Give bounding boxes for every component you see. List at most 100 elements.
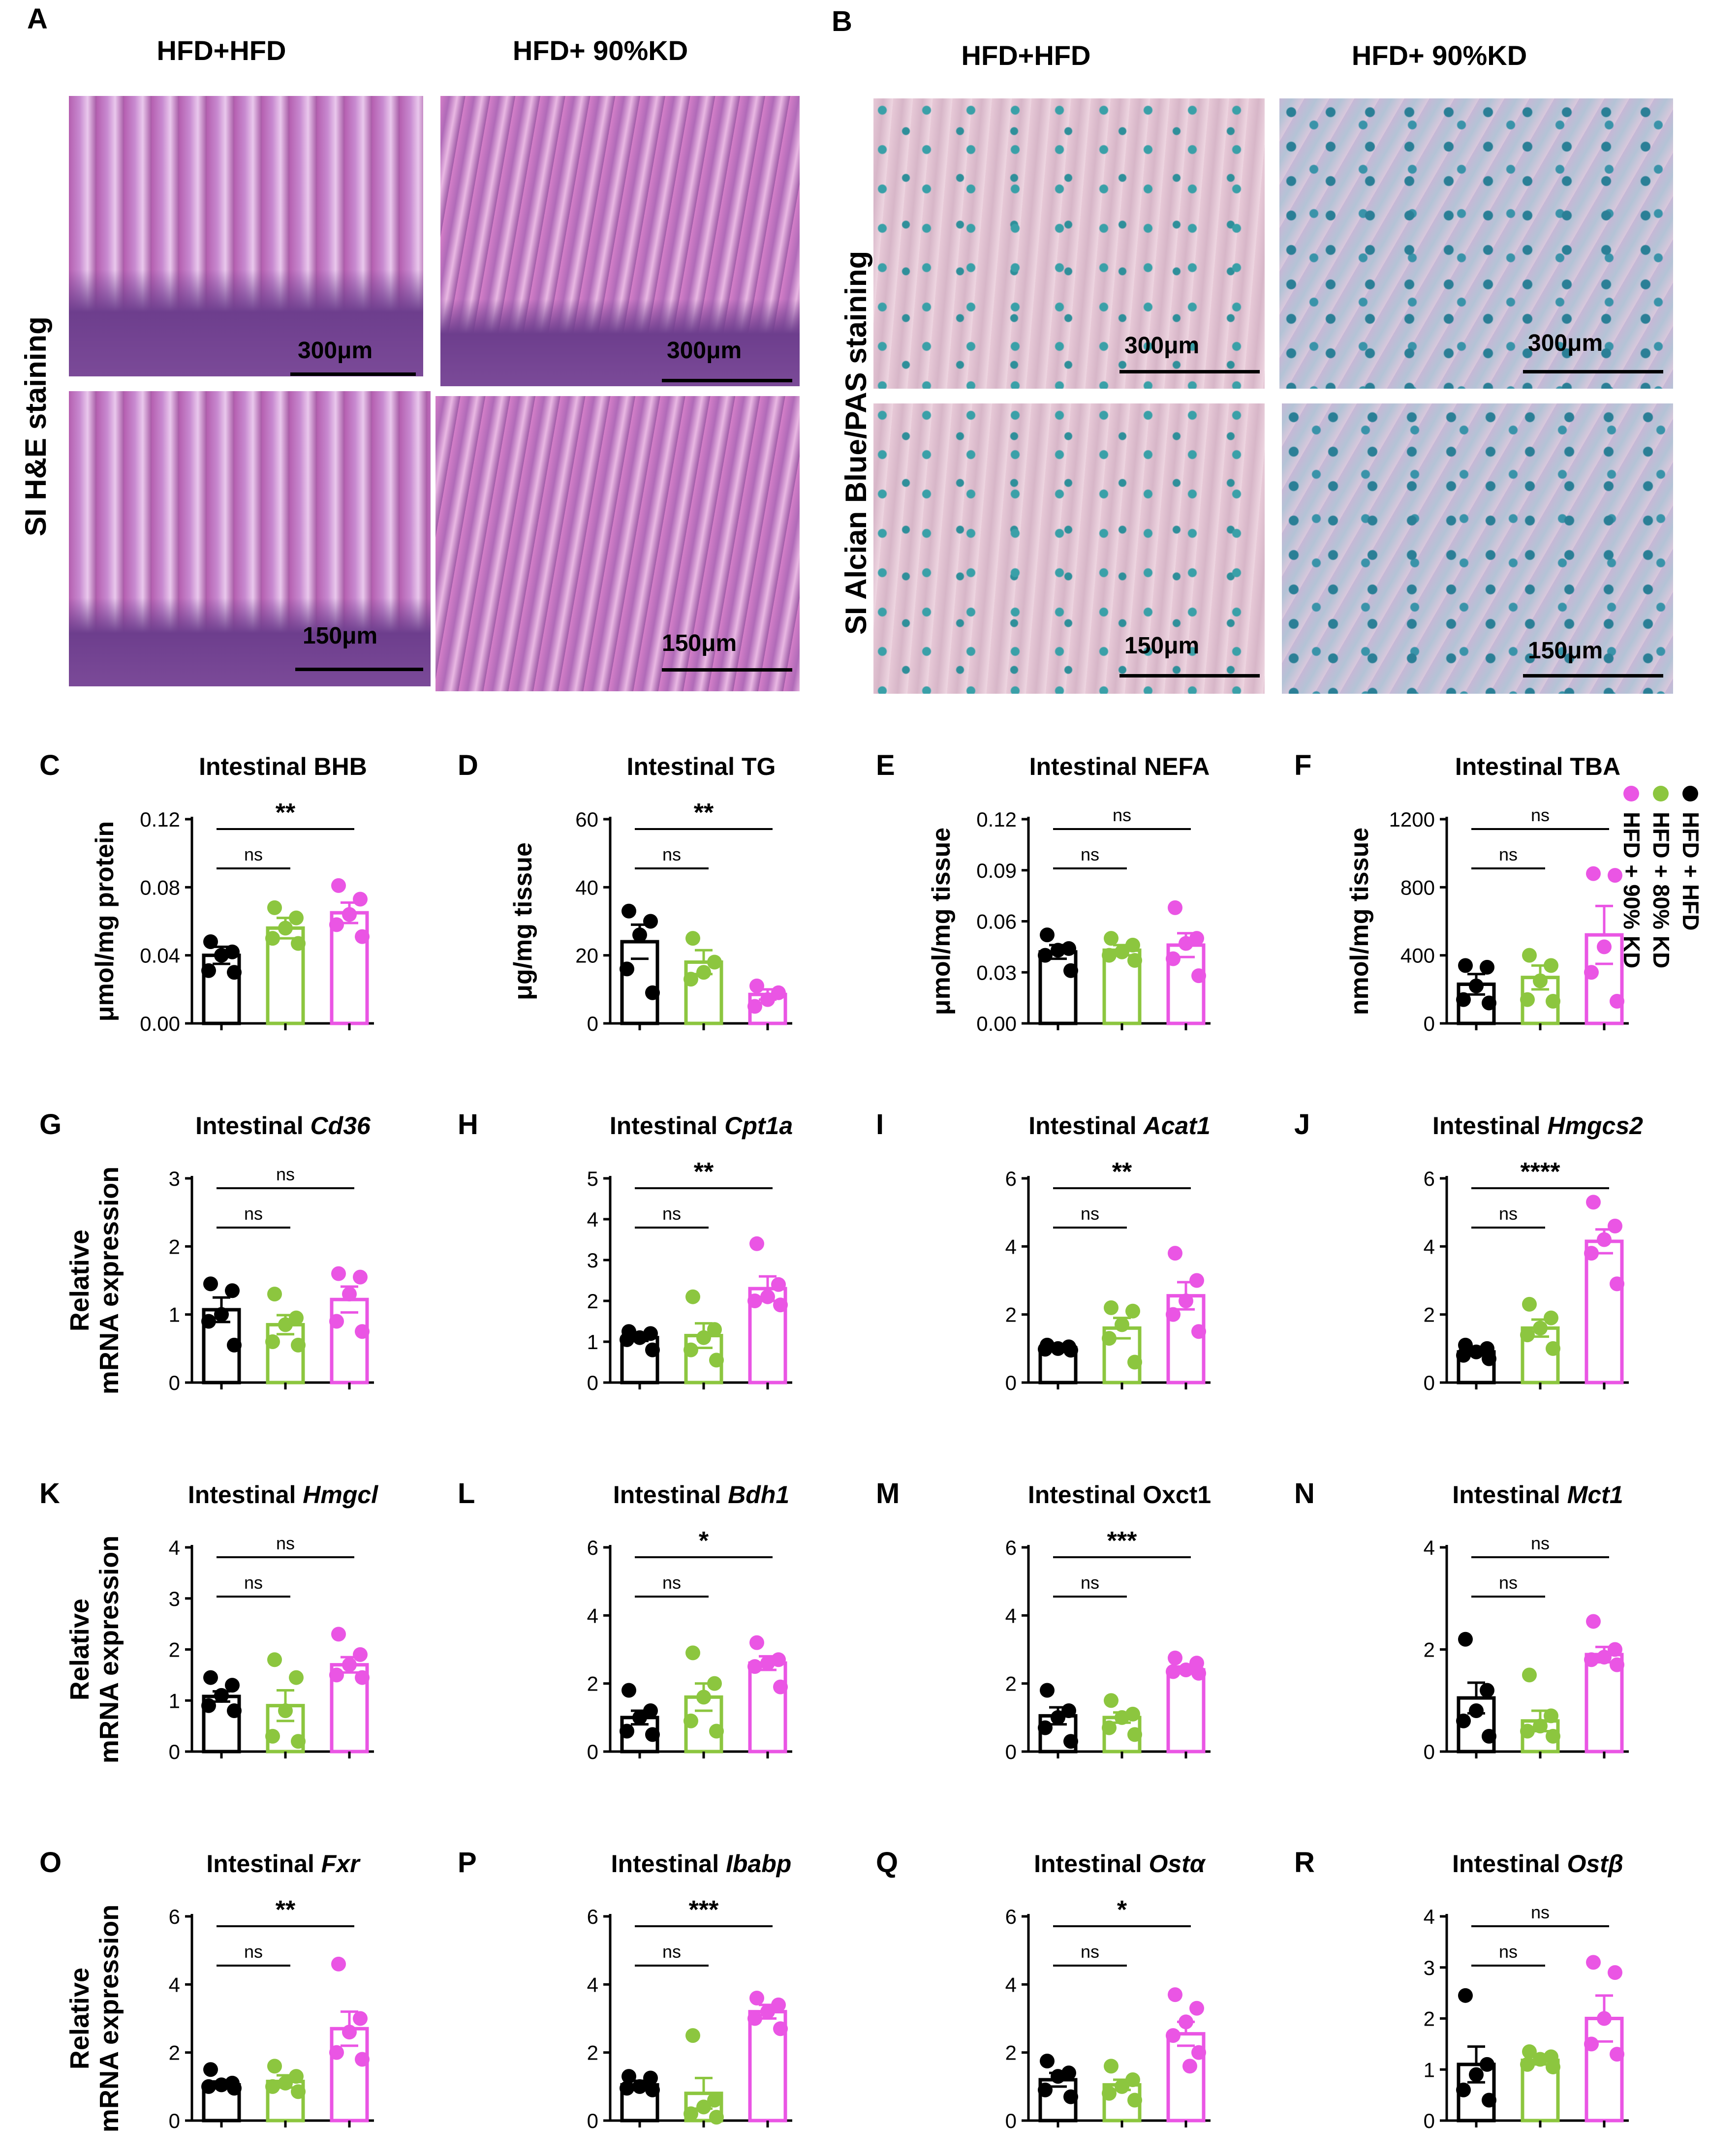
data-point bbox=[1458, 958, 1473, 973]
data-point bbox=[1520, 2057, 1535, 2072]
y-tick-label: 4 bbox=[169, 1973, 180, 1996]
data-point bbox=[685, 931, 700, 946]
legend-svg: HFD + HFD HFD + 80% KD HFD + 90% KD bbox=[1619, 786, 1704, 968]
data-point bbox=[278, 921, 293, 936]
data-point bbox=[621, 1683, 636, 1698]
legend-marker-90kd bbox=[1623, 786, 1639, 801]
chart-title-text: Intestinal bbox=[195, 1112, 310, 1140]
data-point bbox=[645, 1727, 660, 1742]
significance-label: ns bbox=[1113, 805, 1131, 825]
y-tick-label: 3 bbox=[587, 1249, 598, 1272]
data-point bbox=[760, 2004, 775, 2019]
data-point bbox=[355, 2052, 370, 2067]
y-tick-label: 4 bbox=[1005, 1604, 1017, 1627]
significance-label: ns bbox=[662, 1941, 681, 1962]
data-point bbox=[1520, 992, 1535, 1007]
data-point bbox=[1104, 2059, 1119, 2074]
chart-title-text: Intestinal bbox=[613, 1481, 728, 1509]
data-point bbox=[1191, 1665, 1206, 1681]
data-point bbox=[1469, 1703, 1484, 1718]
data-point bbox=[355, 929, 370, 944]
data-point bbox=[267, 900, 282, 915]
y-tick-label: 0 bbox=[1005, 1740, 1017, 1763]
chart-title-gene: Ibabp bbox=[726, 1850, 791, 1878]
data-point bbox=[685, 2028, 700, 2043]
data-point bbox=[291, 936, 306, 951]
significance-label: ns bbox=[1081, 1941, 1099, 1962]
data-point bbox=[214, 948, 229, 963]
bar-3 bbox=[1166, 1668, 1206, 1754]
data-point bbox=[1127, 2093, 1142, 2108]
y-axis-label: μg/mg tissue bbox=[509, 842, 537, 1000]
y-tick-label: 2 bbox=[1424, 1303, 1435, 1326]
data-point bbox=[1051, 2069, 1065, 2084]
panel-label: G bbox=[39, 1109, 62, 1140]
panel-label: M bbox=[876, 1478, 900, 1509]
significance-label: ns bbox=[1531, 805, 1550, 825]
data-point bbox=[1546, 994, 1560, 1009]
data-point bbox=[684, 1713, 698, 1728]
bar-3 bbox=[330, 2027, 369, 2123]
significance-label: ns bbox=[1499, 844, 1518, 864]
significance-label: ** bbox=[694, 1158, 714, 1186]
legend-marker-hfd bbox=[1682, 786, 1698, 801]
data-point bbox=[707, 2093, 722, 2108]
data-point bbox=[1610, 1657, 1624, 1672]
y-tick-label: 2 bbox=[1005, 1303, 1017, 1326]
chart-title-text: Intestinal bbox=[1432, 1112, 1547, 1140]
chart-title: Intestinal Oxct1 bbox=[1028, 1481, 1211, 1509]
data-point bbox=[1597, 2011, 1612, 2026]
y-tick-label: 0 bbox=[587, 2109, 598, 2132]
panel-a-side-title: SI H&E staining bbox=[19, 316, 52, 536]
data-point bbox=[1597, 1232, 1612, 1247]
panel-label: J bbox=[1294, 1109, 1310, 1140]
chart-title-text: Intestinal bbox=[1034, 1850, 1149, 1878]
scale-label: 300μm bbox=[1528, 330, 1603, 356]
data-point bbox=[1051, 1710, 1065, 1725]
chart-title-text: Intestinal bbox=[1452, 1850, 1567, 1878]
data-point bbox=[1166, 1664, 1181, 1679]
data-point bbox=[201, 1314, 216, 1329]
data-point bbox=[1533, 1321, 1548, 1336]
data-point bbox=[1608, 1642, 1622, 1657]
data-point bbox=[1546, 1341, 1560, 1356]
data-point bbox=[1189, 1273, 1204, 1288]
panel-label: I bbox=[876, 1109, 884, 1140]
data-point bbox=[632, 1710, 647, 1725]
data-point bbox=[1480, 1683, 1494, 1698]
y-tick-label: 6 bbox=[587, 1536, 598, 1559]
data-point bbox=[265, 1334, 280, 1349]
y-tick-label: 0 bbox=[1005, 2109, 1017, 2132]
scale-bar bbox=[295, 668, 423, 671]
data-point bbox=[632, 1330, 647, 1345]
panel-b-col-title-1: HFD+HFD bbox=[961, 40, 1091, 71]
chart-title-gene: Ostβ bbox=[1567, 1850, 1623, 1878]
chart-title: Intestinal TBA bbox=[1455, 753, 1620, 780]
data-point bbox=[267, 1652, 282, 1667]
bar-3 bbox=[748, 1661, 787, 1754]
data-point bbox=[1544, 958, 1558, 973]
bar-1 bbox=[620, 940, 659, 1025]
data-point bbox=[747, 1294, 762, 1308]
y-tick-label: 3 bbox=[1424, 1956, 1435, 1979]
y-tick-label: 6 bbox=[1005, 1167, 1017, 1190]
significance-label: ns bbox=[244, 844, 263, 864]
data-point bbox=[1533, 2052, 1548, 2067]
data-point bbox=[643, 1703, 658, 1718]
y-tick-label: 2 bbox=[587, 1290, 598, 1313]
y-tick-label: 0 bbox=[587, 1740, 598, 1763]
data-point bbox=[1166, 1307, 1181, 1322]
y-tick-label: 2 bbox=[1424, 2007, 1435, 2031]
y-tick-label: 2 bbox=[1005, 2041, 1017, 2064]
y-tick-label: 20 bbox=[575, 944, 598, 967]
data-point bbox=[1061, 941, 1076, 956]
bar-chart-p: P Intestinal Ibabp 0 2 4 6 ns *** bbox=[458, 1847, 792, 2132]
chart-title-text: Intestinal BHB bbox=[199, 753, 367, 780]
data-point bbox=[771, 1277, 786, 1292]
y-tick-label: 2 bbox=[1424, 1638, 1435, 1662]
y-tick-label: 0.08 bbox=[140, 876, 180, 899]
data-point bbox=[1533, 1719, 1548, 1734]
bar-chart-l: L Intestinal Bdh1 0 2 4 6 ns * bbox=[458, 1478, 792, 1763]
data-point bbox=[747, 1659, 762, 1674]
